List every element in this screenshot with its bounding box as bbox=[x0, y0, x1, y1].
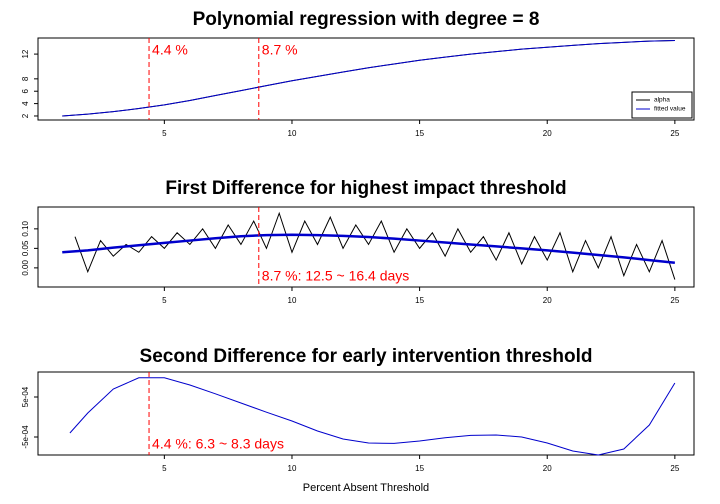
x-tick-label: 20 bbox=[543, 129, 552, 138]
data-line bbox=[62, 233, 675, 265]
y-tick-label: 4 bbox=[21, 101, 30, 106]
data-line bbox=[69, 377, 676, 456]
y-tick-label: 12 bbox=[21, 49, 30, 58]
x-tick-label: 20 bbox=[543, 296, 552, 305]
x-tick-label: 15 bbox=[415, 464, 424, 473]
legend-label: fitted value bbox=[654, 106, 686, 113]
threshold-label: 4.4 %: 6.3 ~ 8.3 days bbox=[152, 436, 284, 452]
x-tick-label: 10 bbox=[288, 296, 297, 305]
y-tick-label: 0.10 bbox=[21, 221, 30, 237]
plot-box bbox=[37, 37, 695, 121]
threshold-label: 4.4 % bbox=[152, 42, 188, 58]
x-tick-label: 10 bbox=[288, 129, 297, 138]
y-tick-label: 5e-04 bbox=[21, 386, 30, 407]
data-line bbox=[74, 211, 676, 280]
x-tick-label: 25 bbox=[670, 296, 679, 305]
x-tick-label: 20 bbox=[543, 464, 552, 473]
y-tick-label: -5e-04 bbox=[21, 425, 30, 449]
x-tick-label: 25 bbox=[670, 129, 679, 138]
plot-box bbox=[37, 206, 695, 288]
data-line bbox=[62, 39, 675, 117]
x-tick-label: 10 bbox=[288, 464, 297, 473]
x-tick-label: 5 bbox=[162, 296, 167, 305]
chart-title: Polynomial regression with degree = 8 bbox=[193, 9, 540, 30]
x-tick-label: 15 bbox=[415, 296, 424, 305]
legend-label: alpha bbox=[654, 97, 670, 104]
y-tick-label: 0.00 bbox=[21, 260, 30, 276]
legend-box bbox=[631, 91, 693, 119]
threshold-label: 8.7 % bbox=[262, 42, 298, 58]
x-tick-label: 25 bbox=[670, 464, 679, 473]
y-tick-label: 0.05 bbox=[21, 240, 30, 256]
x-tick-label: 5 bbox=[162, 129, 167, 138]
x-axis-label: Percent Absent Threshold bbox=[303, 482, 429, 494]
plot-box bbox=[37, 371, 695, 456]
chart-title: First Difference for highest impact thre… bbox=[165, 178, 566, 199]
x-tick-label: 5 bbox=[162, 464, 167, 473]
y-tick-label: 2 bbox=[21, 113, 30, 118]
y-tick-label: 6 bbox=[21, 88, 30, 93]
x-tick-label: 15 bbox=[415, 129, 424, 138]
threshold-label: 8.7 %: 12.5 ~ 16.4 days bbox=[262, 268, 410, 284]
chart-title: Second Difference for early intervention… bbox=[140, 346, 593, 367]
y-tick-label: 8 bbox=[21, 76, 30, 81]
